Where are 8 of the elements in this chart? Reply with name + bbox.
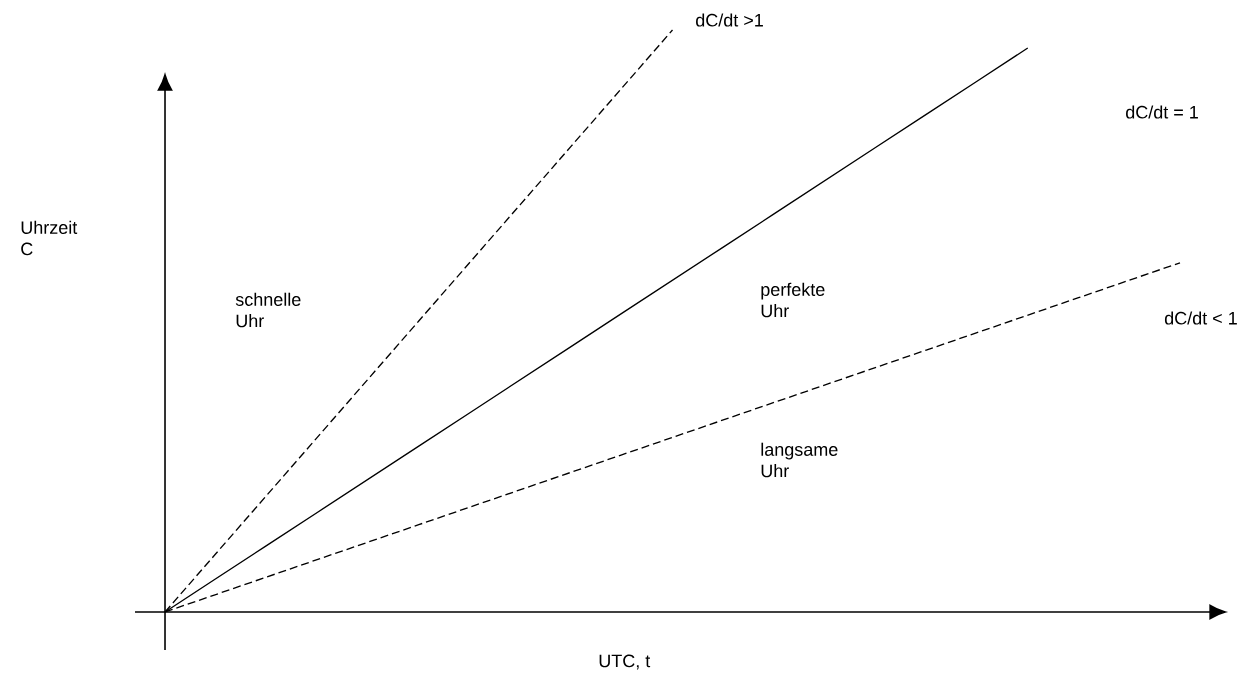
series-label: dC/dt >1 [696, 13, 763, 27]
annotation: perfekte Uhr [761, 282, 825, 318]
text: dC/dt = 1 [1126, 105, 1198, 119]
annotation: schnelle Uhr [235, 292, 301, 328]
text: dC/dt < 1 [1164, 311, 1237, 325]
x-axis-title: UTC, t [599, 654, 651, 670]
annotation: langsame Uhr [761, 442, 838, 478]
y-axis-title: Uhrzeit C [21, 220, 78, 256]
